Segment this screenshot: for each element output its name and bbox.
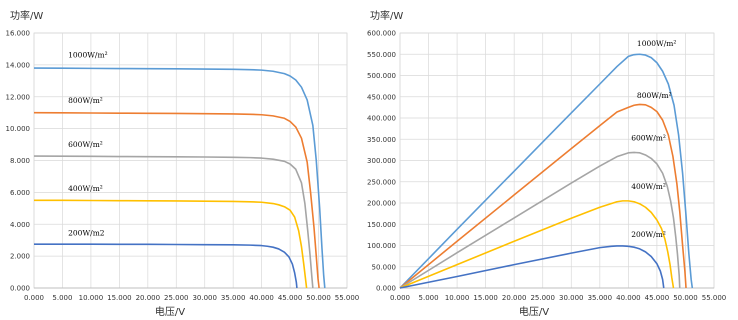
series-line-600wm [399,151,681,289]
x-tick-label: 10.000 [445,294,470,302]
series-label-1000wm: 1000W/m² [637,39,676,48]
series-label-200wm2: 200W/m2 [68,228,105,237]
x-tick-label: 40.000 [249,294,274,302]
series-label-800wm: 800W/m² [68,96,103,105]
y-tick-label: 200.000 [367,200,396,208]
x-tick-label: 0.000 [24,294,44,302]
series-line-200wm2 [34,243,298,289]
x-tick-label: 35.000 [221,294,246,302]
y-tick-label: 100.000 [367,242,396,250]
x-tick-label: 15.000 [473,294,498,302]
series-line-800wm [399,103,687,289]
x-tick-label: 50.000 [306,294,331,302]
x-tick-label: 55.000 [702,294,727,302]
x-tick-label: 15.000 [107,294,132,302]
y-axis-title: 功率/W [370,9,403,22]
series-label-400wm: 400W/m² [68,184,103,193]
x-tick-label: 20.000 [502,294,527,302]
series-label-600wm: 600W/m² [631,134,666,143]
y-tick-label: 600.000 [367,30,396,38]
y-tick-label: 0.000 [10,285,30,293]
series-line-400wm [34,199,308,289]
x-tick-label: 40.000 [616,294,641,302]
series-line-200wm [399,245,665,289]
series-line-1000wm [399,53,694,289]
y-axis-title: 功率/W [10,9,43,22]
y-tick-label: 0.000 [376,285,396,293]
series-label-800wm: 800W/m² [637,91,672,100]
y-tick-label: 150.000 [367,221,396,229]
x-tick-label: 5.000 [52,294,72,302]
y-tick-label: 8.000 [10,157,30,165]
x-tick-label: 55.000 [335,294,360,302]
x-tick-label: 30.000 [192,294,217,302]
series-line-600wm [33,155,314,289]
x-tick-label: 25.000 [530,294,555,302]
y-tick-label: 10.000 [6,125,31,133]
y-tick-label: 16.000 [6,30,31,38]
x-tick-label: 50.000 [673,294,698,302]
y-tick-label: 550.000 [367,51,396,59]
x-tick-label: 5.000 [419,294,439,302]
x-tick-label: 45.000 [645,294,670,302]
series-line-400wm [399,200,675,289]
x-tick-label: 0.000 [390,294,410,302]
y-tick-label: 12.000 [6,93,31,101]
y-tick-label: 2.000 [10,253,30,261]
series-line-800wm [33,111,320,289]
y-tick-label: 350.000 [367,136,396,144]
chart-svg: 0.000 5.000 10.000 15.000 20.000 25.000 30.000… [367,9,727,318]
y-tick-label: 50.000 [372,263,397,271]
y-tick-label: 300.000 [367,157,396,165]
y-tick-label: 14.000 [6,61,31,69]
chart-svg: 0.000 5.000 10.000 15.000 20.000 25.000 30.000… [6,9,360,318]
y-tick-label: 450.000 [367,93,396,101]
y-tick-label: 6.000 [10,189,30,197]
y-tick-label: 400.000 [367,115,396,123]
x-axis-title: 电压/V [519,305,549,318]
x-tick-label: 45.000 [278,294,303,302]
series-label-600wm: 600W/m² [68,140,103,149]
series-line-1000wm [33,67,326,289]
series-label-400wm: 400W/m² [631,182,666,191]
y-tick-label: 500.000 [367,72,396,80]
iv-curve-chart: 0.000 5.000 10.000 15.000 20.000 25.000 30.000… [6,9,360,318]
x-axis-title: 电压/V [155,305,185,318]
x-tick-label: 30.000 [559,294,584,302]
y-tick-label: 4.000 [10,221,30,229]
series-label-200wm: 200W/m² [631,230,666,239]
x-tick-label: 35.000 [588,294,613,302]
x-tick-label: 20.000 [136,294,161,302]
y-tick-label: 250.000 [367,178,396,186]
x-tick-label: 25.000 [164,294,189,302]
x-tick-label: 10.000 [79,294,104,302]
pv-curve-chart: 0.000 5.000 10.000 15.000 20.000 25.000 30.000… [364,0,738,320]
series-label-1000wm: 1000W/m² [68,51,107,60]
